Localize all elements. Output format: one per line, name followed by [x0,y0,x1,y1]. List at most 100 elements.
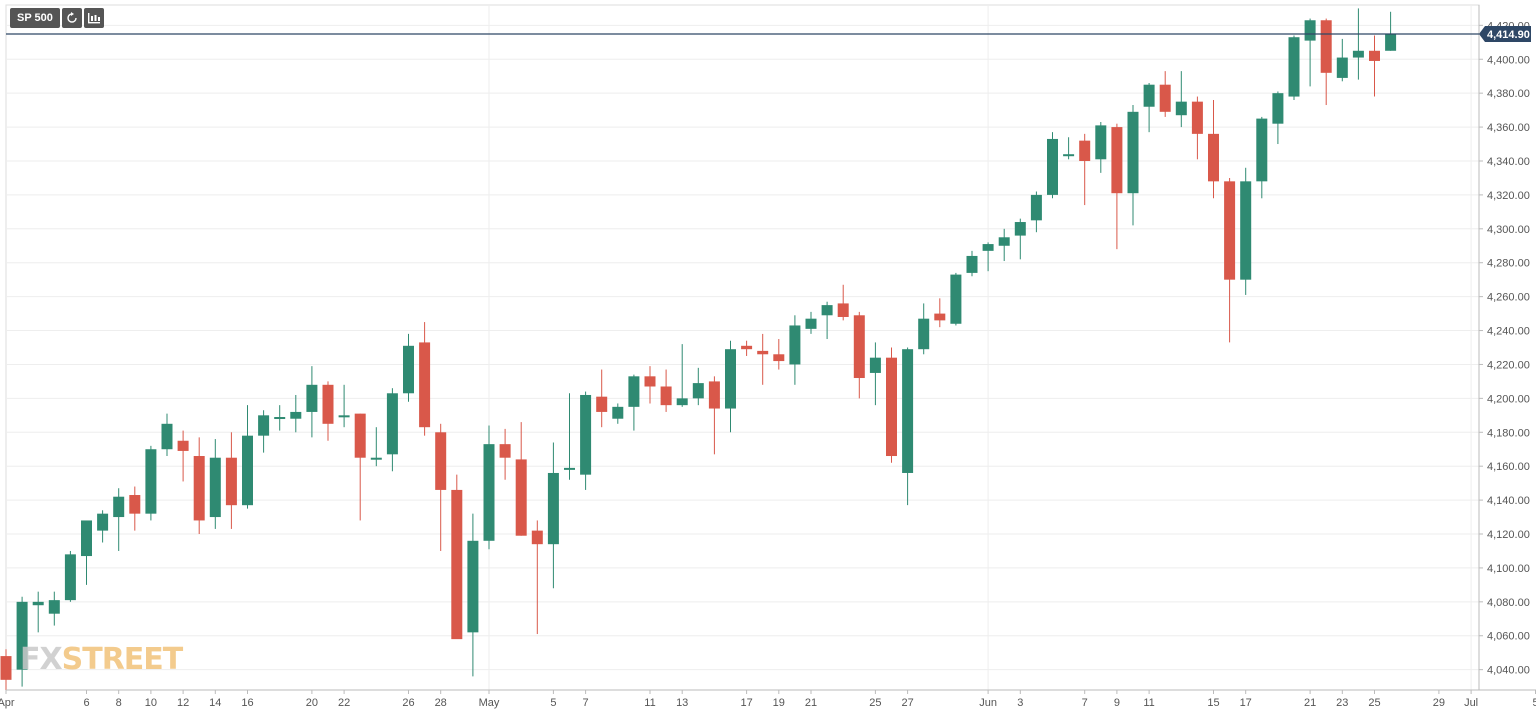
candle-down[interactable] [644,366,656,404]
candle-up[interactable] [1014,218,1026,260]
candle-up[interactable] [628,374,640,431]
candle-up[interactable] [97,510,109,543]
candle-down[interactable] [853,311,865,399]
candle-up[interactable] [1304,18,1316,87]
candle-up[interactable] [998,228,1010,262]
candle-up[interactable] [918,303,930,355]
candle-up[interactable] [676,344,688,407]
candle-down[interactable] [660,369,672,412]
candle-up[interactable] [64,550,76,602]
candle-up[interactable] [1352,8,1364,80]
candle-down[interactable] [1369,35,1380,97]
candle-up[interactable] [483,425,495,550]
candle-up[interactable] [403,333,414,402]
candle-up[interactable] [902,347,914,506]
candle-down[interactable] [1191,96,1203,160]
candle-down[interactable] [193,437,205,535]
candle-down[interactable] [177,430,189,482]
candle-layer [0,8,1397,690]
candle-up[interactable] [1240,167,1252,295]
candle-down[interactable] [1111,123,1123,250]
candle-down[interactable] [515,422,527,536]
candle-up[interactable] [805,311,817,334]
candle-down[interactable] [773,339,785,370]
candle-up[interactable] [1385,11,1397,51]
candle-down[interactable] [1159,71,1171,117]
candle-up[interactable] [145,445,157,521]
candle-up[interactable] [950,272,962,326]
candle-body [64,554,76,601]
candle-down[interactable] [1208,99,1219,199]
candle-body [1224,181,1236,280]
candle-up[interactable] [547,442,559,589]
candle-down[interactable] [499,428,511,480]
chart-settings-button[interactable] [83,8,104,28]
candle-down[interactable] [322,381,334,441]
candle-down[interactable] [129,486,141,531]
candle-up[interactable] [982,242,994,272]
candle-up[interactable] [789,315,801,385]
candle-down[interactable] [886,347,897,463]
candle-down[interactable] [837,284,849,321]
candle-up[interactable] [869,342,881,406]
candle-up[interactable] [242,405,253,509]
candle-up[interactable] [81,520,92,585]
candle-down[interactable] [596,369,608,428]
candle-up[interactable] [306,366,318,438]
candle-up[interactable] [1143,82,1155,133]
candle-up[interactable] [209,439,221,529]
candle-down[interactable] [419,322,431,436]
candle-up[interactable] [966,250,978,277]
candle-up[interactable] [564,393,575,480]
candle-down[interactable] [741,340,753,356]
candle-down[interactable] [531,520,543,635]
candle-up[interactable] [1127,105,1139,226]
candle-up[interactable] [1047,132,1058,199]
candle-up[interactable] [386,388,398,472]
x-tick-label: 5 [550,697,556,709]
candle-up[interactable] [113,488,125,551]
candle-up[interactable] [612,403,624,424]
candle-down[interactable] [1079,133,1091,206]
candle-up[interactable] [725,340,736,433]
candle-up[interactable] [1336,38,1348,82]
candle-up[interactable] [338,384,350,428]
candle-up[interactable] [1288,35,1300,100]
candle-up[interactable] [1063,137,1075,160]
candle-body [1191,101,1203,134]
candle-down[interactable] [0,649,12,690]
candle-down[interactable] [225,432,237,529]
candle-up[interactable] [1030,191,1042,233]
candle-down[interactable] [1224,177,1236,343]
candle-up[interactable] [161,413,173,457]
candle-up[interactable] [370,427,382,467]
candle-down[interactable] [435,423,447,551]
refresh-button[interactable] [61,8,82,28]
candle-down[interactable] [757,333,769,385]
candle-up[interactable] [32,591,44,633]
candle-up[interactable] [290,394,302,433]
candle-up[interactable] [1272,91,1284,145]
candle-down[interactable] [1320,18,1332,106]
candle-body [982,244,994,251]
candle-up[interactable] [467,513,479,677]
candle-body [354,413,366,458]
candle-up[interactable] [580,391,592,490]
candle-up[interactable] [821,301,833,340]
candle-down[interactable] [451,474,463,640]
candle-up[interactable] [692,367,704,406]
candle-down[interactable] [934,298,946,328]
symbol-button[interactable]: SP 500 [10,8,60,28]
candle-down[interactable] [354,413,366,521]
candle-down[interactable] [708,376,720,455]
candle-up[interactable] [16,596,28,687]
candle-up[interactable] [258,410,270,453]
candle-body [1047,138,1058,195]
candle-up[interactable] [1095,121,1107,173]
candle-up[interactable] [1175,71,1187,128]
candle-up[interactable] [48,591,60,626]
candle-up[interactable] [274,405,286,431]
candle-up[interactable] [1256,116,1268,199]
